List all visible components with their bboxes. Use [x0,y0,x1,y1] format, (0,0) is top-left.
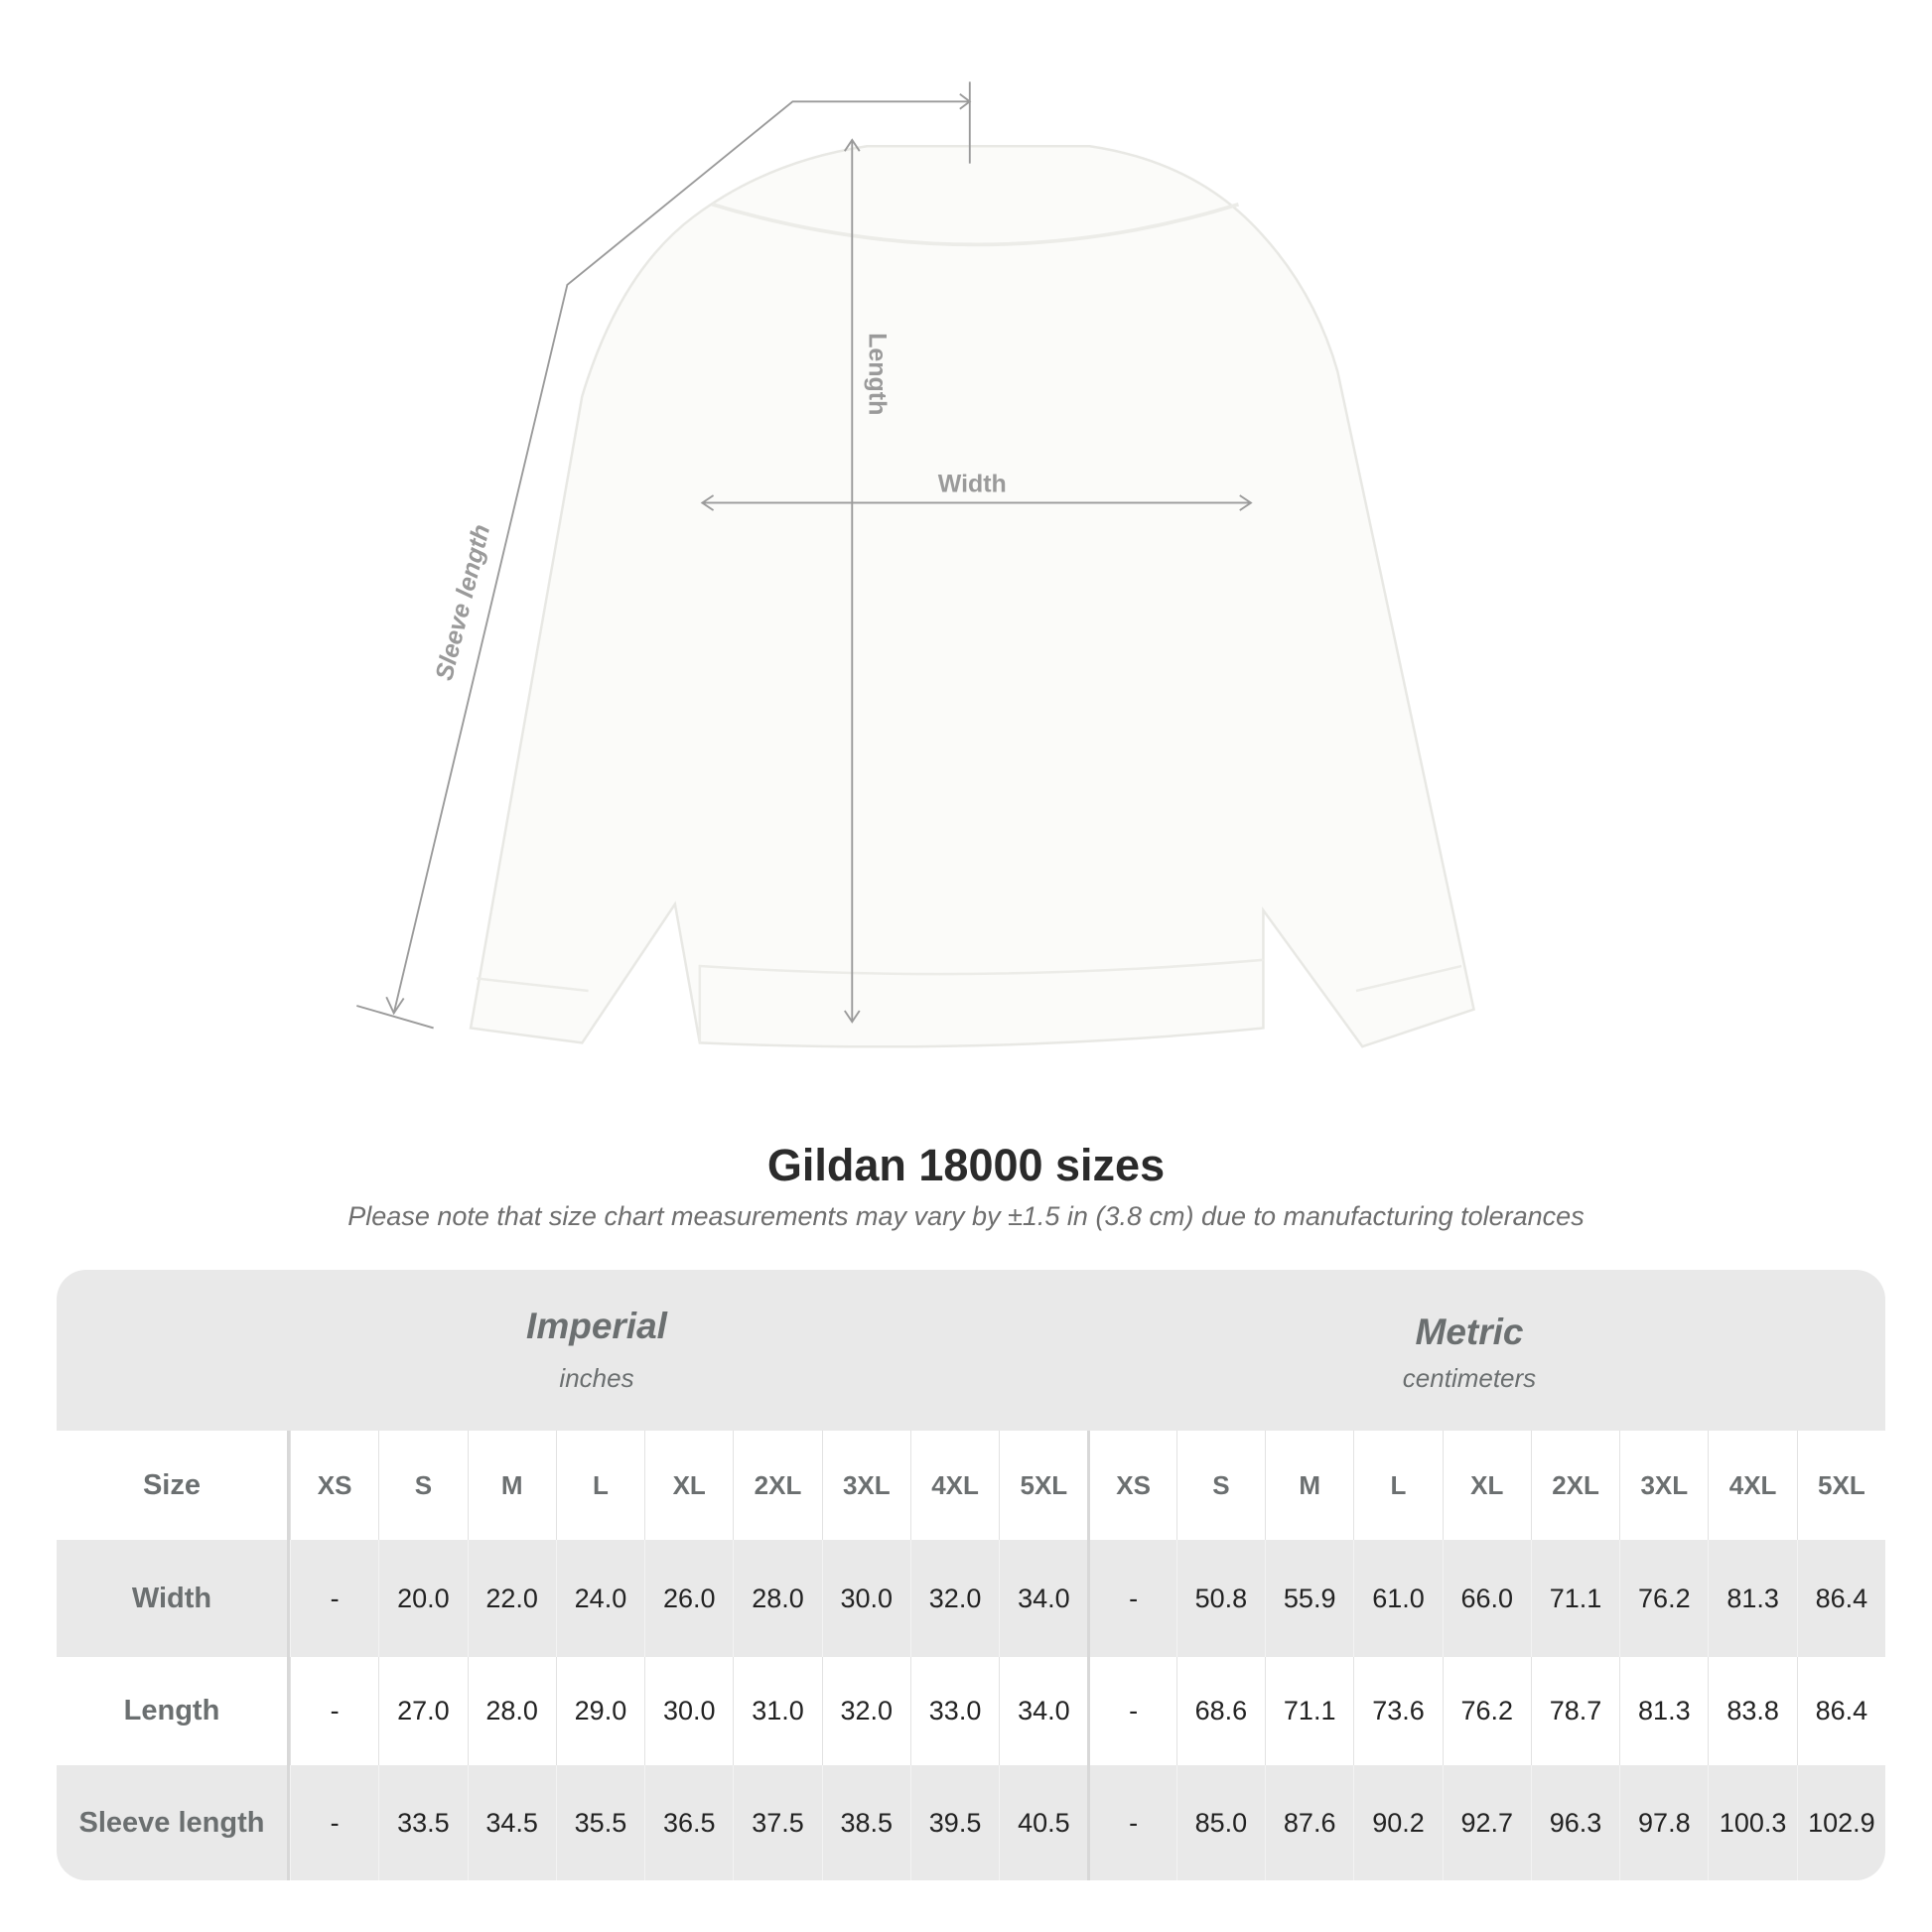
size-header: S [378,1431,467,1540]
page-title: Gildan 18000 sizes [766,1140,1166,1190]
size-header: S [1175,1431,1265,1540]
table-cell: 90.2 [1353,1765,1442,1880]
waistband [698,958,1264,1043]
table-cell: 83.8 [1708,1657,1796,1765]
table-cell: 76.2 [1442,1657,1531,1765]
table-cell: 36.5 [644,1765,733,1880]
table-cell: 35.5 [555,1765,644,1880]
table-cell: 38.5 [821,1765,910,1880]
table-cell: 37.5 [733,1765,821,1880]
imperial-title: Imperial [526,1306,667,1346]
table-cell: 27.0 [378,1657,467,1765]
table-cell: 28.0 [733,1540,821,1657]
table-cell: 86.4 [1796,1540,1885,1657]
table-cell: 71.1 [1530,1540,1619,1657]
table-cell: 34.0 [999,1657,1087,1765]
measure-lines [356,81,1253,1030]
table-cell: 20.0 [378,1540,467,1657]
size-header: M [1265,1431,1353,1540]
size-header: 3XL [1619,1431,1708,1540]
table-cell: 32.0 [909,1540,999,1657]
size-header: XL [644,1431,733,1540]
size-header: 2XL [733,1431,821,1540]
collar [711,203,1240,247]
imperial-header: Imperial inches [299,1306,895,1394]
table-cell: 50.8 [1175,1540,1265,1657]
table-cell: 78.7 [1530,1657,1619,1765]
row-label: Width [57,1540,290,1657]
table-cell: - [289,1657,378,1765]
table-cell: - [1087,1657,1175,1765]
table-cell: 68.6 [1175,1657,1265,1765]
table-cell: 85.0 [1175,1765,1265,1880]
table-row: Width -20.0 22.0 24.0 26.0 28.0 30.0 32.0 34.0-5… [57,1540,1885,1657]
table-row: Sleeve length -33.5 34.5 35.5 36.5 37.5 38.5 39… [57,1765,1885,1880]
metric-header: Metric centimeters [1172,1311,1767,1394]
metric-unit: centimeters [1402,1363,1537,1393]
table-cell: 61.0 [1353,1540,1442,1657]
table-cell: 28.0 [467,1657,556,1765]
table-cell: 26.0 [644,1540,733,1657]
table-cell: 66.0 [1442,1540,1531,1657]
table-cell: 22.0 [467,1540,556,1657]
sweatshirt-image [469,144,1475,1048]
table-cell: 92.7 [1442,1765,1531,1880]
size-header: 5XL [1796,1431,1885,1540]
size-header: 2XL [1530,1431,1619,1540]
size-header: L [555,1431,644,1540]
table-cell: 29.0 [555,1657,644,1765]
size-header-row: Size XS S M L XL 2XL 3XL 4XL 5XL XS S M L XL 2XL 3XL 4XL 5… [57,1431,1885,1540]
metric-title: Metric [1415,1311,1524,1352]
table-cell: 86.4 [1796,1657,1885,1765]
table-cell: 32.0 [821,1657,910,1765]
cuffs [477,964,1462,993]
table-cell: 24.0 [555,1540,644,1657]
table-cell: 71.1 [1265,1657,1353,1765]
table-cell: 87.6 [1265,1765,1353,1880]
length-label: Length [864,333,892,415]
size-header: XL [1442,1431,1531,1540]
table-cell: 34.5 [467,1765,556,1880]
table-cell: 102.9 [1796,1765,1885,1880]
table-cell: - [1087,1765,1175,1880]
table-cell: 100.3 [1708,1765,1796,1880]
table-cell: 40.5 [999,1765,1087,1880]
sweatshirt-diagram: Length Width Sleeve length [356,81,1475,1048]
table-cell: 33.5 [378,1765,467,1880]
size-table: Imperial inches Metric centimeters Size X… [57,1270,1885,1880]
table-cell: 30.0 [821,1540,910,1657]
table-cell: 76.2 [1619,1540,1708,1657]
width-label: Width [938,470,1007,497]
sleeve-length-label: Sleeve length [430,521,495,683]
tolerance-note: Please note that size chart measurements… [347,1201,1585,1231]
imperial-unit: inches [559,1363,634,1393]
table-cell: 55.9 [1265,1540,1353,1657]
row-label: Length [57,1657,290,1765]
table-cell: 96.3 [1530,1765,1619,1880]
table-cell: 97.8 [1619,1765,1708,1880]
size-header: XS [1087,1431,1175,1540]
table-cell: 31.0 [733,1657,821,1765]
table-cell: - [289,1765,378,1880]
table-cell: - [1087,1540,1175,1657]
size-header: XS [289,1431,378,1540]
size-header: L [1353,1431,1442,1540]
table-cell: 81.3 [1708,1540,1796,1657]
table-cell: 33.0 [909,1657,999,1765]
table-cell: - [289,1540,378,1657]
table-row: Length -27.0 28.0 29.0 30.0 31.0 32.0 33.0 34.0-… [57,1657,1885,1765]
size-header: 5XL [999,1431,1087,1540]
size-header: M [467,1431,556,1540]
table-cell: 30.0 [644,1657,733,1765]
table-cell: 39.5 [909,1765,999,1880]
size-header: 4XL [1708,1431,1796,1540]
table-cell: 81.3 [1619,1657,1708,1765]
row-label: Sleeve length [57,1765,290,1880]
table-cell: 34.0 [999,1540,1087,1657]
size-header: 3XL [821,1431,910,1540]
size-header: 4XL [909,1431,999,1540]
table-cell: 73.6 [1353,1657,1442,1765]
unit-header: Imperial inches Metric centimeters [57,1270,1885,1431]
row-label: Size [57,1431,290,1540]
